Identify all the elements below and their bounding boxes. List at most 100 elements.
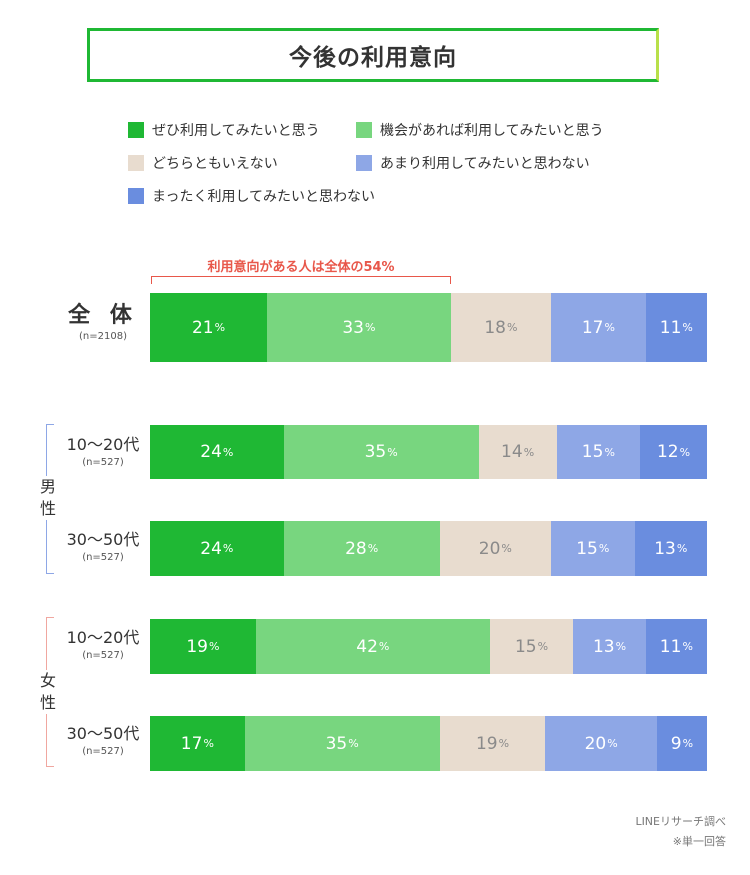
bar-segment: 13% [573, 619, 646, 674]
group-label-char: 男 [39, 477, 56, 496]
row-sample-size: (n=527) [82, 552, 124, 563]
row-label: 30〜50代 (n=527) [48, 526, 158, 563]
segment-value: 18 [484, 317, 506, 338]
bar-segment: 24% [150, 425, 284, 479]
bar-segment: 15% [551, 521, 635, 576]
bar-segment: 20% [439, 521, 552, 576]
segment-value: 17 [581, 317, 604, 338]
row-label: 10〜20代 (n=527) [48, 431, 158, 468]
group-label-char: 性 [39, 693, 56, 712]
answer-note: ※単一回答 [672, 835, 726, 848]
male-group-label: 男性 [38, 476, 58, 520]
bar-segment: 15% [489, 619, 574, 674]
bar-segment: 17% [551, 293, 646, 362]
legend-swatch [356, 155, 372, 171]
bar-segment: 42% [255, 619, 490, 674]
row-label-text: 10〜20代 [66, 628, 140, 647]
segment-percent-sign: % [679, 445, 691, 459]
bar-segment: 28% [283, 521, 440, 576]
row-label: 30〜50代 (n=527) [48, 720, 158, 757]
bar-segment: 9% [656, 716, 707, 771]
source-line: LINEリサーチ調べ [635, 815, 726, 828]
segment-percent-sign: % [506, 321, 518, 334]
bar-segment: 19% [150, 619, 256, 674]
legend-label: どちらともいえない [152, 156, 278, 172]
segment-percent-sign: % [682, 321, 693, 334]
segment-value: 33 [342, 317, 364, 338]
row-label-text: 全 体 [68, 303, 138, 328]
segment-value: 13 [592, 636, 615, 657]
segment-value: 28 [345, 538, 367, 559]
female-group-label: 女性 [38, 670, 58, 714]
group-label-char: 女 [39, 671, 56, 690]
bar-segment: 24% [150, 521, 284, 576]
segment-percent-sign: % [209, 640, 220, 653]
bar-segment: 21% [150, 293, 267, 362]
segment-value: 24 [200, 442, 222, 462]
segment-percent-sign: % [214, 321, 226, 334]
legend-item: まったく利用してみたいと思わない [128, 186, 375, 206]
segment-value: 35 [325, 733, 348, 754]
segment-value: 24 [200, 538, 222, 559]
segment-percent-sign: % [378, 640, 390, 653]
segment-percent-sign: % [222, 542, 234, 555]
stacked-bar: 24% 35% 14% 15% 12% [150, 425, 707, 479]
segment-percent-sign: % [498, 737, 510, 750]
segment-value: 35 [364, 442, 387, 462]
segment-percent-sign: % [607, 737, 618, 750]
bar-segment: 35% [283, 425, 479, 479]
segment-value: 15 [581, 442, 604, 462]
stacked-bar: 24% 28% 20% 15% 13% [150, 521, 707, 576]
stacked-bar: 21% 33% 18% 17% 11% [150, 293, 707, 362]
legend-swatch [128, 188, 144, 204]
stacked-bar: 17% 35% 19% 20% 9% [150, 716, 707, 771]
source-note: LINEリサーチ調べ ※単一回答 [635, 812, 726, 852]
bar-segment: 18% [450, 293, 552, 362]
bar-segment: 33% [266, 293, 451, 362]
chart-title-box: 今後の利用意向 [87, 28, 659, 82]
row-sample-size: (n=2108) [79, 331, 127, 342]
bar-segment: 17% [150, 716, 245, 771]
segment-value: 9 [670, 733, 682, 754]
legend-label: まったく利用してみたいと思わない [152, 189, 376, 205]
row-label-text: 10〜20代 [66, 435, 140, 454]
legend-item: あまり利用してみたいと思わない [356, 153, 590, 173]
legend-label: ぜひ利用してみたいと思う [152, 123, 320, 139]
segment-percent-sign: % [501, 542, 512, 555]
bar-segment: 11% [645, 293, 707, 362]
row-sample-size: (n=527) [82, 650, 124, 661]
row-label-text: 30〜50代 [66, 530, 140, 549]
segment-value: 13 [654, 538, 676, 559]
bar-segment: 35% [244, 716, 440, 771]
segment-percent-sign: % [222, 445, 234, 459]
bar-segment: 11% [645, 619, 707, 674]
segment-percent-sign: % [537, 640, 549, 653]
legend-swatch [128, 122, 144, 138]
segment-percent-sign: % [387, 445, 398, 459]
legend-item: ぜひ利用してみたいと思う [128, 120, 320, 140]
segment-percent-sign: % [604, 445, 615, 459]
stacked-bar: 19% 42% 15% 13% 11% [150, 619, 707, 674]
segment-percent-sign: % [682, 737, 694, 750]
segment-percent-sign: % [598, 542, 610, 555]
segment-value: 15 [514, 636, 537, 657]
row-sample-size: (n=527) [82, 457, 124, 468]
summary-note: 利用意向がある人は全体の54% [207, 260, 395, 275]
row-label: 全 体 (n=2108) [48, 297, 158, 342]
segment-value: 20 [478, 538, 501, 559]
segment-percent-sign: % [203, 737, 214, 750]
legend-label: あまり利用してみたいと思わない [380, 156, 590, 172]
bar-segment: 20% [545, 716, 657, 771]
legend-swatch [128, 155, 144, 171]
legend-item: どちらともいえない [128, 153, 278, 173]
segment-value: 11 [659, 317, 682, 338]
segment-value: 19 [186, 636, 208, 657]
segment-value: 19 [475, 733, 498, 754]
row-label-text: 30〜50代 [66, 724, 140, 743]
segment-percent-sign: % [604, 321, 615, 334]
bar-segment: 19% [439, 716, 546, 771]
segment-value: 42 [356, 636, 378, 657]
group-label-char: 性 [39, 499, 56, 518]
segment-value: 15 [576, 538, 598, 559]
legend-label: 機会があれば利用してみたいと思う [380, 123, 604, 139]
